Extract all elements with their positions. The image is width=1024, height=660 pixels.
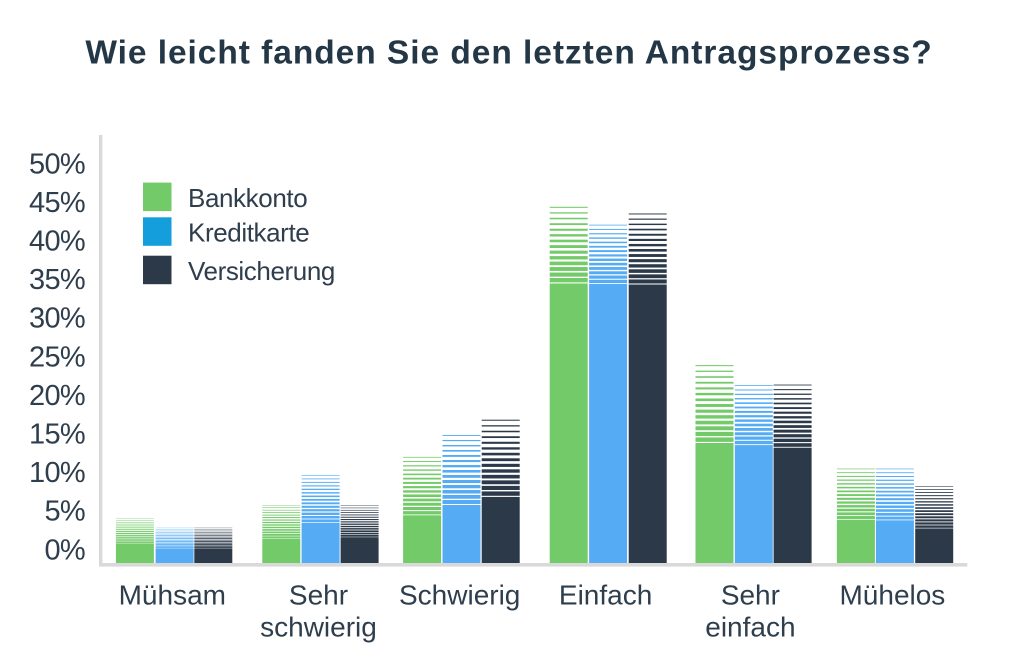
svg-text:Sehr: Sehr <box>721 580 780 611</box>
svg-text:0%: 0% <box>44 534 85 566</box>
svg-text:Kreditkarte: Kreditkarte <box>188 218 309 248</box>
svg-text:Einfach: Einfach <box>559 580 652 611</box>
svg-text:20%: 20% <box>29 380 85 412</box>
svg-text:Schwierig: Schwierig <box>399 580 520 611</box>
svg-text:Versicherung: Versicherung <box>188 256 335 286</box>
svg-text:15%: 15% <box>29 419 85 451</box>
svg-text:40%: 40% <box>29 226 85 258</box>
svg-text:5%: 5% <box>44 496 85 528</box>
svg-text:50%: 50% <box>29 148 85 180</box>
svg-text:25%: 25% <box>29 341 85 373</box>
svg-text:Wie leicht fanden Sie den letz: Wie leicht fanden Sie den letzten Antrag… <box>85 35 932 72</box>
svg-text:einfach: einfach <box>705 612 795 643</box>
svg-text:30%: 30% <box>29 303 85 335</box>
svg-text:45%: 45% <box>29 187 85 219</box>
svg-text:10%: 10% <box>29 457 85 489</box>
svg-text:schwierig: schwierig <box>260 612 377 643</box>
svg-text:35%: 35% <box>29 264 85 296</box>
svg-text:Mühelos: Mühelos <box>839 580 945 611</box>
svg-text:Bankkonto: Bankkonto <box>188 183 307 213</box>
svg-text:Sehr: Sehr <box>289 580 348 611</box>
svg-text:Mühsam: Mühsam <box>119 580 226 611</box>
